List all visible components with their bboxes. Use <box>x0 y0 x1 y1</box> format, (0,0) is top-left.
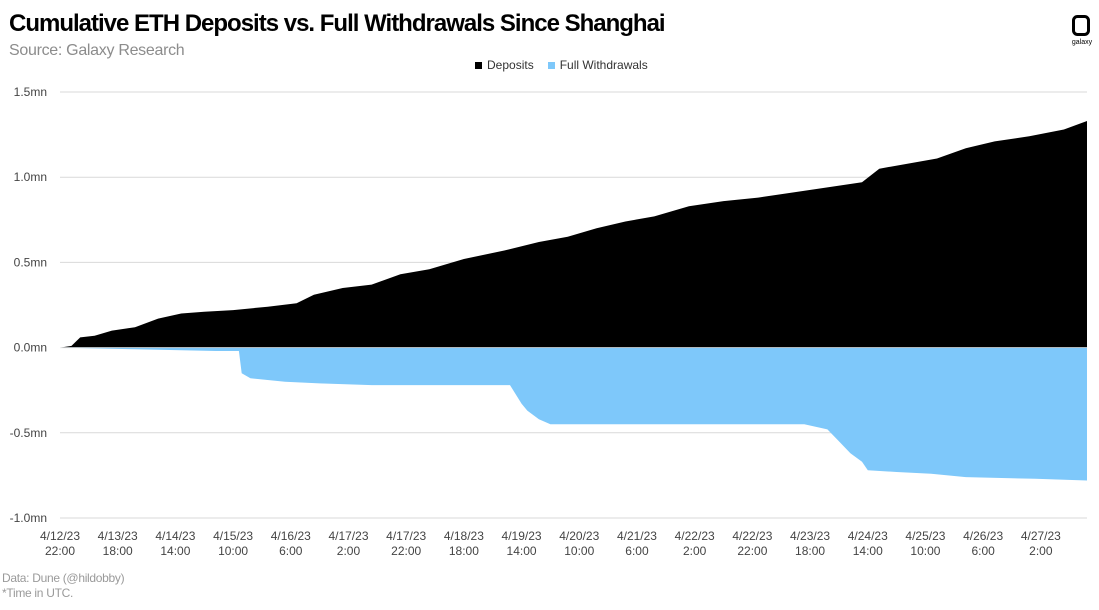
x-tick-label: 4/27/23 2:00 <box>1021 529 1061 558</box>
legend-item-withdrawals: Full Withdrawals <box>547 58 648 72</box>
x-tick-date: 4/22/23 <box>732 529 772 543</box>
x-tick-label: 4/18/23 18:00 <box>444 529 484 558</box>
x-tick-time: 14:00 <box>507 544 537 558</box>
x-tick-date: 4/13/23 <box>98 529 138 543</box>
x-tick-time: 18:00 <box>795 544 825 558</box>
legend-label-withdrawals: Full Withdrawals <box>559 58 648 72</box>
legend-label-deposits: Deposits <box>487 58 534 72</box>
chart-title: Cumulative ETH Deposits vs. Full Withdra… <box>9 10 666 37</box>
y-tick-label: -0.5mn <box>10 426 47 440</box>
legend-swatch-withdrawals <box>547 61 555 69</box>
x-tick-time: 14:00 <box>160 544 190 558</box>
x-tick-label: 4/17/23 2:00 <box>328 529 368 558</box>
chart-subtitle: Source: Galaxy Research <box>9 42 185 59</box>
x-tick-label: 4/24/23 14:00 <box>848 529 888 558</box>
x-tick-date: 4/23/23 <box>790 529 830 543</box>
x-tick-time: 10:00 <box>910 544 940 558</box>
x-tick-time: 2:00 <box>1029 544 1053 558</box>
galaxy-logo: galaxy <box>1068 15 1096 49</box>
x-tick-time: 10:00 <box>218 544 248 558</box>
x-tick-date: 4/26/23 <box>963 529 1003 543</box>
x-tick-label: 4/23/23 18:00 <box>790 529 830 558</box>
x-tick-label: 4/12/23 22:00 <box>40 529 80 558</box>
x-tick-date: 4/19/23 <box>502 529 542 543</box>
x-tick-date: 4/20/23 <box>559 529 599 543</box>
x-tick-label: 4/14/23 14:00 <box>155 529 195 558</box>
x-tick-label: 4/22/23 22:00 <box>732 529 772 558</box>
galaxy-logo-icon <box>1072 15 1090 36</box>
x-tick-label: 4/20/23 10:00 <box>559 529 599 558</box>
x-tick-label: 4/15/23 10:00 <box>213 529 253 558</box>
area-layer <box>60 121 1087 481</box>
y-tick-label: 0.0mn <box>14 341 47 355</box>
x-tick-time: 6:00 <box>625 544 649 558</box>
x-tick-time: 2:00 <box>337 544 361 558</box>
y-tick-label: 0.5mn <box>14 255 47 269</box>
x-tick-time: 22:00 <box>391 544 421 558</box>
galaxy-logo-text: galaxy <box>1071 39 1093 46</box>
time-note: *Time in UTC. <box>2 586 73 600</box>
x-tick-label: 4/22/23 2:00 <box>675 529 715 558</box>
x-tick-date: 4/16/23 <box>271 529 311 543</box>
x-tick-time: 22:00 <box>737 544 767 558</box>
x-tick-date: 4/15/23 <box>213 529 253 543</box>
x-tick-label: 4/19/23 14:00 <box>502 529 542 558</box>
x-axis-ticks: 4/12/23 22:004/13/23 18:004/14/23 14:004/15… <box>40 529 1061 558</box>
x-tick-date: 4/22/23 <box>675 529 715 543</box>
x-tick-time: 6:00 <box>279 544 303 558</box>
x-tick-label: 4/21/23 6:00 <box>617 529 657 558</box>
deposits-area <box>60 121 1087 348</box>
x-tick-label: 4/17/23 22:00 <box>386 529 426 558</box>
x-tick-time: 10:00 <box>564 544 594 558</box>
y-tick-label: -1.0mn <box>10 511 47 525</box>
x-tick-label: 4/13/23 18:00 <box>98 529 138 558</box>
x-tick-date: 4/27/23 <box>1021 529 1061 543</box>
x-tick-date: 4/24/23 <box>848 529 888 543</box>
chart-legend: Deposits Full Withdrawals <box>475 58 648 72</box>
x-tick-date: 4/18/23 <box>444 529 484 543</box>
x-tick-time: 6:00 <box>971 544 995 558</box>
legend-item-deposits: Deposits <box>475 58 534 72</box>
x-tick-time: 2:00 <box>683 544 707 558</box>
x-tick-date: 4/17/23 <box>328 529 368 543</box>
withdrawals-area <box>60 347 1087 481</box>
x-tick-label: 4/26/23 6:00 <box>963 529 1003 558</box>
y-axis-ticks: 1.5mn 1.0mn 0.5mn 0.0mn -0.5mn -1.0mn <box>10 85 47 525</box>
x-tick-date: 4/17/23 <box>386 529 426 543</box>
x-tick-date: 4/25/23 <box>905 529 945 543</box>
y-tick-label: 1.5mn <box>14 85 47 99</box>
x-tick-date: 4/14/23 <box>155 529 195 543</box>
legend-swatch-deposits <box>475 61 482 69</box>
data-source-note: Data: Dune (@hildobby) <box>2 571 125 585</box>
x-tick-label: 4/16/23 6:00 <box>271 529 311 558</box>
x-tick-date: 4/12/23 <box>40 529 80 543</box>
x-tick-label: 4/25/23 10:00 <box>905 529 945 558</box>
y-tick-label: 1.0mn <box>14 170 47 184</box>
x-tick-date: 4/21/23 <box>617 529 657 543</box>
x-tick-time: 22:00 <box>45 544 75 558</box>
x-tick-time: 14:00 <box>853 544 883 558</box>
x-tick-time: 18:00 <box>103 544 133 558</box>
x-tick-time: 18:00 <box>449 544 479 558</box>
